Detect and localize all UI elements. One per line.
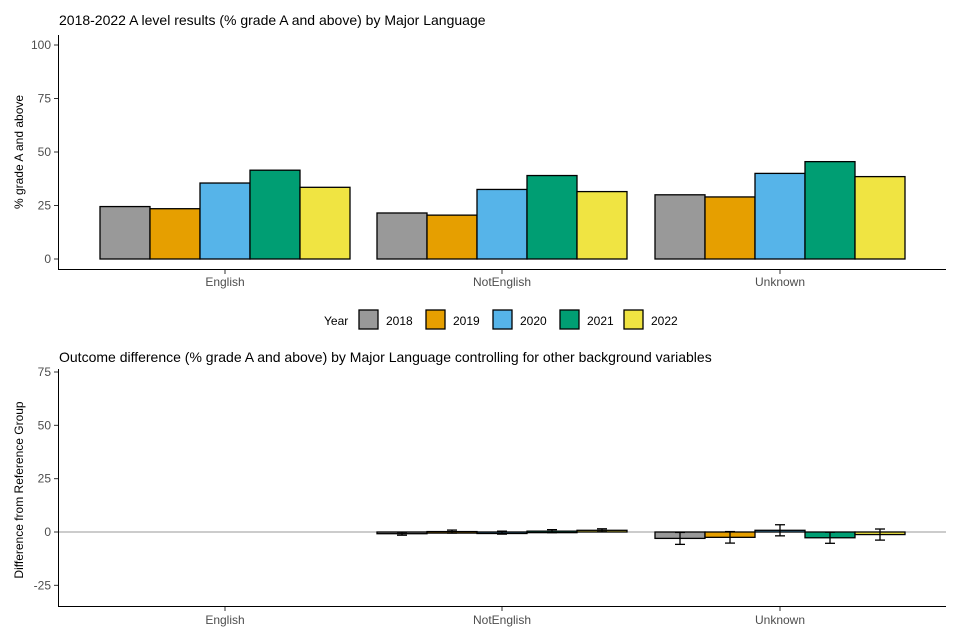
legend-label-2021: 2021	[587, 314, 614, 328]
panel-top-x-tick-label-notenglish: NotEnglish	[473, 275, 531, 289]
error-bar-unknown-2020	[775, 524, 785, 537]
panel-top-x-tick-label-english: English	[205, 275, 244, 289]
panel-top-y-tick-label: 100	[31, 38, 51, 52]
panel-bottom: Outcome difference (% grade A and above)…	[12, 349, 946, 627]
error-bar-notenglish-2021	[547, 529, 557, 534]
bar-unknown-2019	[704, 196, 756, 260]
error-bar-notenglish-2018	[397, 531, 407, 536]
error-bar-notenglish-2022	[597, 528, 607, 533]
legend: Year 2018 2019 2020 2021 2022	[324, 309, 678, 330]
error-bar-unknown-2018	[675, 531, 685, 546]
bar-notenglish-2019	[426, 214, 478, 260]
panel-top-title: 2018-2022 A level results (% grade A and…	[59, 12, 486, 28]
legend-label-2022: 2022	[651, 314, 678, 328]
error-bar-notenglish-2020	[497, 530, 507, 535]
legend-swatch-2021	[559, 309, 580, 330]
panel-bottom-title: Outcome difference (% grade A and above)…	[59, 349, 712, 365]
error-bar-unknown-2022	[875, 528, 885, 541]
bar-english-2021	[249, 169, 301, 260]
error-bar-unknown-2019	[725, 530, 735, 544]
legend-label-2018: 2018	[386, 314, 413, 328]
bar-unknown-2020	[754, 172, 806, 260]
panel-bottom-y-tick-label: 0	[44, 525, 51, 539]
bar-english-2018	[99, 205, 151, 260]
panel-top-y-tick-label: 25	[38, 199, 52, 213]
error-bar-unknown-2021	[825, 531, 835, 544]
bar-unknown-2022	[854, 175, 906, 260]
panel-bottom-y-axis-label: Difference from Reference Group	[12, 401, 26, 579]
legend-title: Year	[324, 314, 348, 328]
legend-label-2020: 2020	[520, 314, 547, 328]
legend-swatch-2019	[425, 309, 446, 330]
panel-bottom-y-tick-label: -25	[34, 578, 52, 592]
bar-english-2022	[299, 186, 351, 260]
panel-bottom-x-tick-label-notenglish: NotEnglish	[473, 613, 531, 627]
bar-unknown-2021	[804, 160, 856, 260]
bar-notenglish-2021	[526, 174, 578, 260]
legend-swatch-2020	[492, 309, 513, 330]
panel-top-x-tick-label-unknown: Unknown	[755, 275, 805, 289]
bar-unknown-2018	[654, 194, 706, 260]
panel-top-y-tick-label: 50	[38, 145, 52, 159]
panel-top-y-axis-label: % grade A and above	[12, 95, 26, 209]
legend-swatch-2022	[623, 309, 644, 330]
panel-top-y-tick-label: 0	[44, 252, 51, 266]
panel-bottom-y-tick-label: 50	[38, 418, 52, 432]
legend-label-2019: 2019	[453, 314, 480, 328]
bar-notenglish-2020	[476, 188, 528, 260]
bar-english-2019	[149, 208, 201, 260]
bar-notenglish-2022	[576, 190, 628, 260]
panel-bottom-y-tick-label: 25	[38, 472, 52, 486]
legend-swatch-2018	[358, 309, 379, 330]
error-bar-notenglish-2019	[447, 529, 457, 534]
bar-notenglish-2018	[376, 212, 428, 260]
bar-english-2020	[199, 182, 251, 260]
panel-top: 2018-2022 A level results (% grade A and…	[12, 12, 946, 289]
panel-top-y-tick-label: 75	[38, 92, 52, 106]
panel-bottom-x-tick-label-english: English	[205, 613, 244, 627]
panel-bottom-x-tick-label-unknown: Unknown	[755, 613, 805, 627]
panel-bottom-y-tick-label: 75	[38, 365, 52, 379]
